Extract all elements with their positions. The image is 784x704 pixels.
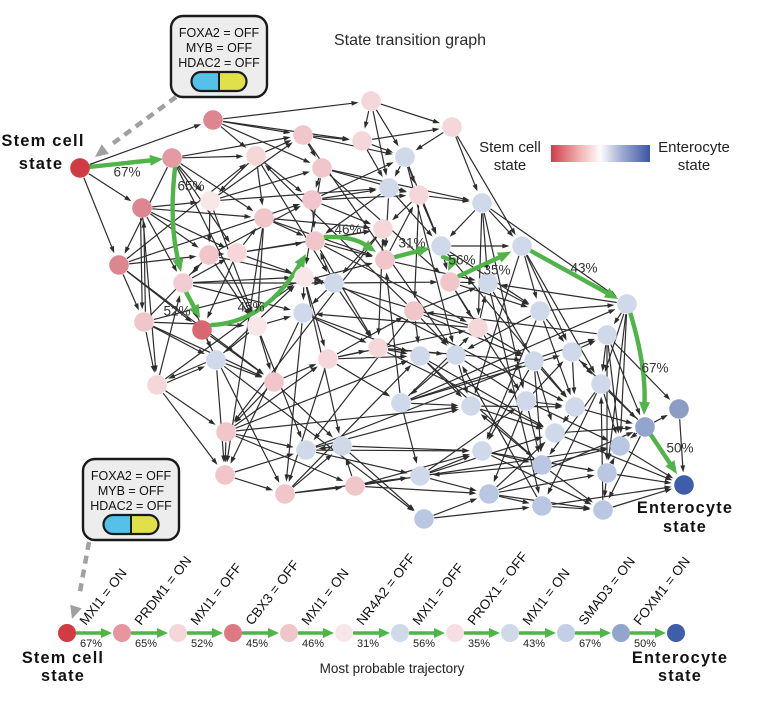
svg-text:state: state [19,155,64,173]
svg-text:67%: 67% [641,361,668,376]
svg-text:50%: 50% [666,441,693,456]
svg-text:FOXA2 = OFF: FOXA2 = OFF [179,26,260,40]
svg-text:Enterocyte: Enterocyte [632,649,728,667]
svg-text:56%: 56% [448,253,475,268]
svg-text:MYB = OFF: MYB = OFF [186,41,253,55]
svg-text:state: state [41,667,85,685]
svg-text:state: state [658,667,702,685]
svg-text:45%: 45% [246,638,268,650]
svg-text:31%: 31% [398,236,425,251]
svg-text:43%: 43% [523,638,545,650]
svg-text:65%: 65% [177,179,204,194]
svg-text:65%: 65% [135,638,157,650]
svg-text:46%: 46% [334,222,361,237]
svg-text:Enterocyte: Enterocyte [637,499,733,517]
svg-text:Stem cell: Stem cell [22,649,104,667]
svg-text:46%: 46% [302,638,324,650]
svg-text:HDAC2 = OFF: HDAC2 = OFF [178,56,260,70]
svg-text:HDAC2 = OFF: HDAC2 = OFF [90,499,172,513]
svg-text:67%: 67% [113,165,140,180]
svg-text:52%: 52% [163,304,190,319]
svg-text:67%: 67% [579,638,601,650]
svg-text:Stem cell: Stem cell [1,132,84,150]
svg-text:FOXA2 = OFF: FOXA2 = OFF [91,469,172,483]
svg-text:56%: 56% [413,638,435,650]
svg-text:state: state [494,157,527,174]
svg-text:state: state [678,157,711,174]
svg-text:45%: 45% [237,300,264,315]
svg-text:Most probable trajectory: Most probable trajectory [320,661,465,676]
svg-text:State transition graph: State transition graph [334,32,486,49]
svg-text:state: state [663,518,707,536]
svg-text:MYB = OFF: MYB = OFF [98,484,165,498]
svg-text:Stem cell: Stem cell [479,139,541,156]
svg-text:43%: 43% [570,261,597,276]
svg-text:Enterocyte: Enterocyte [658,139,730,156]
svg-text:52%: 52% [191,638,213,650]
svg-text:35%: 35% [468,638,490,650]
svg-text:31%: 31% [357,638,379,650]
svg-text:35%: 35% [483,263,510,278]
